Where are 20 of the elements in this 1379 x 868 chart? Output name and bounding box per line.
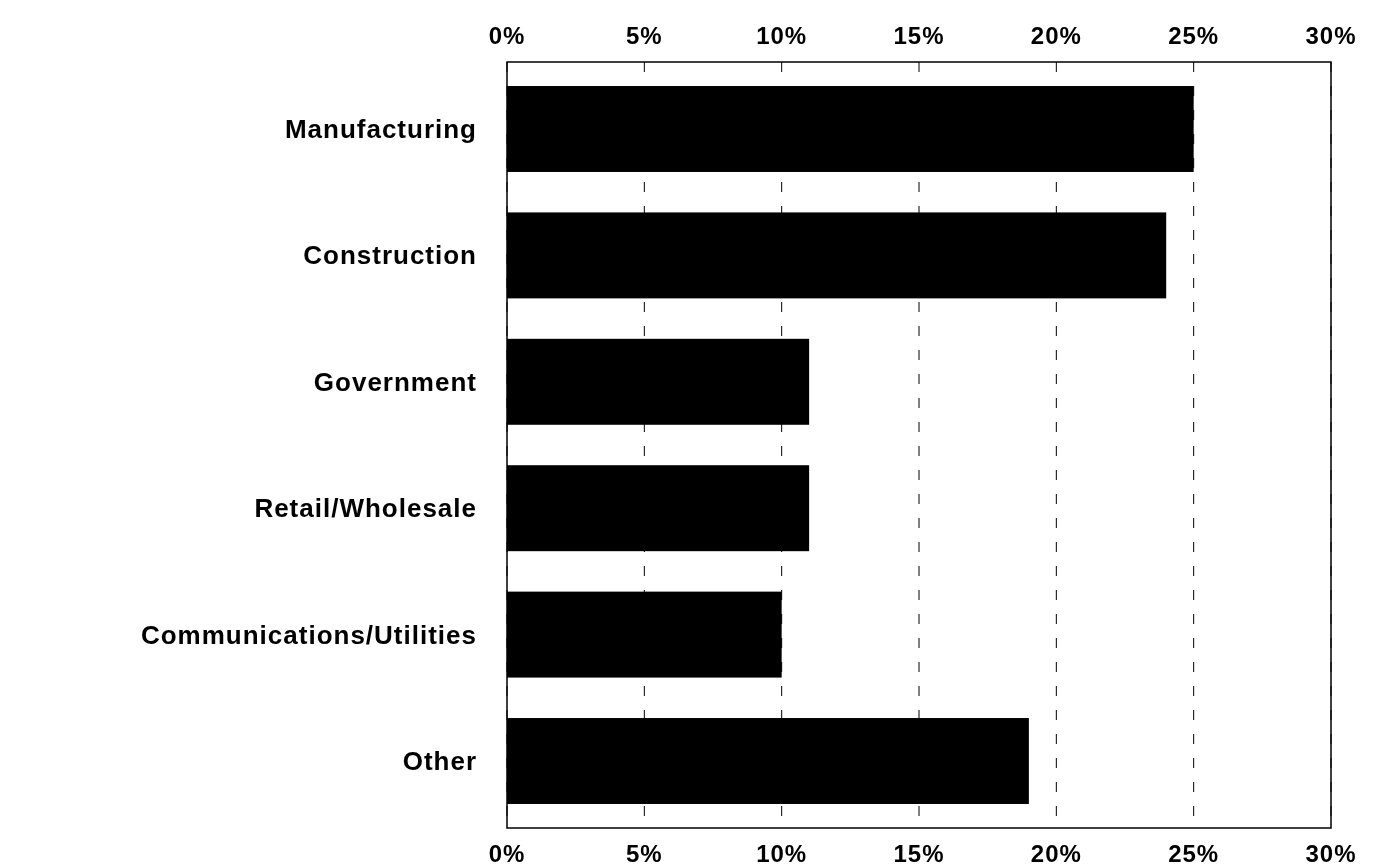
x-tick-label: 10%: [756, 840, 808, 867]
y-tick-label: Other: [402, 746, 477, 777]
x2-tick-label: 5%: [625, 22, 663, 49]
x2-tick-label: 15%: [893, 22, 945, 49]
x2-tick-label: 10%: [756, 22, 808, 49]
x-tick-label: 30%: [1305, 840, 1357, 867]
x2-tick-label: 0%: [488, 22, 526, 49]
x-tick-label: 20%: [1030, 840, 1082, 867]
y-tick-label: Retail/Wholesale: [254, 493, 477, 524]
x-tick-label: 5%: [625, 840, 663, 867]
y-tick-label: Manufacturing: [284, 114, 477, 145]
x2-tick-label: 25%: [1168, 22, 1220, 49]
y-tick-label: Construction: [303, 240, 477, 271]
x-tick-label: 25%: [1168, 840, 1220, 867]
x2-tick-label: 30%: [1305, 22, 1357, 49]
x-tick-label: 15%: [893, 840, 945, 867]
y-tick-label: Communications/Utilities: [140, 619, 477, 650]
y-tick-label: Government: [313, 366, 477, 397]
x2-tick-label: 20%: [1030, 22, 1082, 49]
x-tick-label: 0%: [488, 840, 526, 867]
